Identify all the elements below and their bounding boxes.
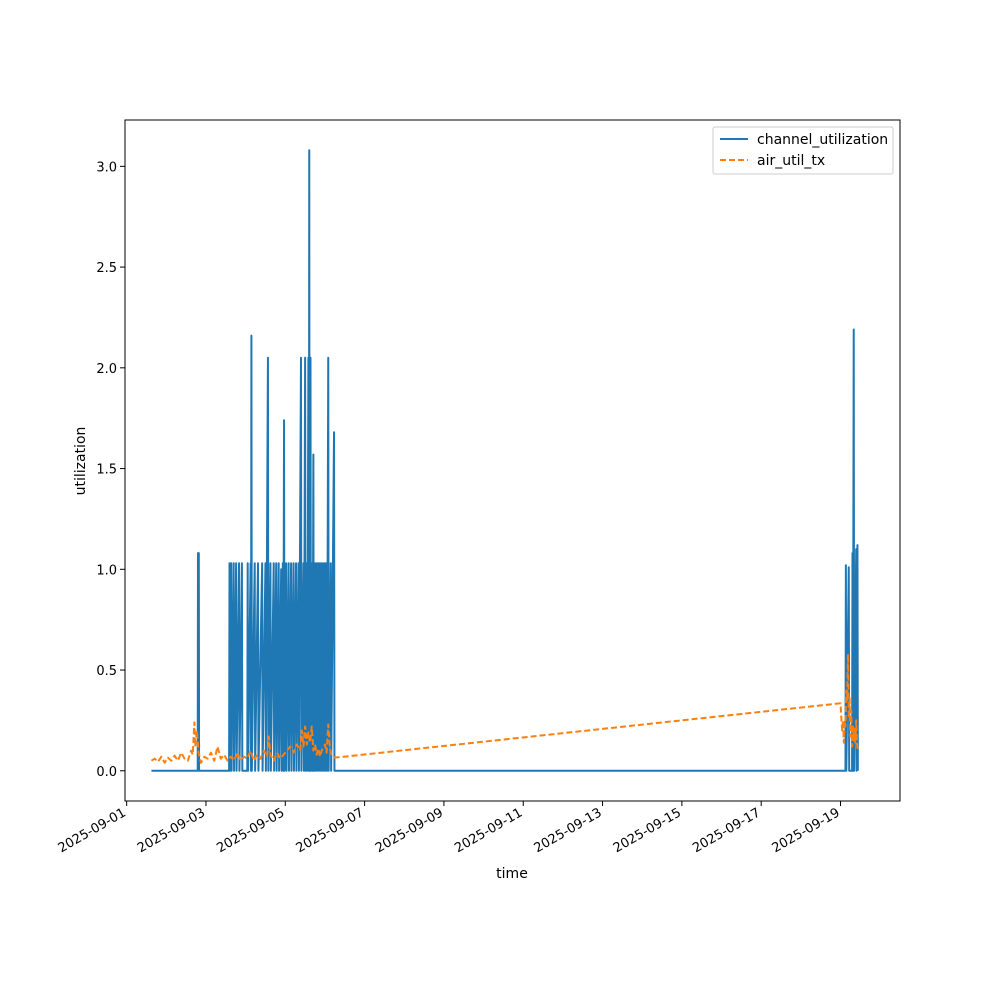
x-tick-label: 2025-09-11	[452, 805, 525, 856]
x-tick-label: 2025-09-19	[770, 805, 843, 856]
series-line-air-util-tx	[150, 652, 859, 764]
x-tick-label: 2025-09-03	[135, 805, 208, 856]
y-tick-label: 0.0	[96, 765, 117, 780]
legend-label-air-util-tx: air_util_tx	[757, 153, 825, 169]
legend: channel_utilization air_util_tx	[712, 126, 894, 175]
legend-box	[712, 126, 894, 175]
x-axis: 2025-09-01 2025-09-03 2025-09-05 2025-09-07…	[56, 801, 843, 856]
x-tick-label: 2025-09-13	[532, 805, 605, 856]
x-tick-label: 2025-09-15	[611, 805, 684, 856]
series-line-channel-utilization	[151, 149, 859, 772]
y-axis: 0.0 0.5 1.0 1.5 2.0 2.5 3.0	[96, 160, 125, 780]
x-axis-title: time	[496, 866, 528, 882]
y-tick-label: 1.5	[96, 463, 117, 478]
x-tick-label: 2025-09-09	[373, 805, 446, 856]
y-tick-label: 1.0	[96, 563, 117, 578]
y-tick-label: 2.5	[96, 261, 117, 276]
x-tick-label: 2025-09-17	[690, 805, 763, 856]
legend-label-channel-utilization: channel_utilization	[757, 132, 888, 148]
plot-area-frame	[124, 119, 901, 802]
x-tick-label: 2025-09-07	[294, 805, 367, 856]
y-axis-title: utilization	[73, 427, 89, 496]
series-layer	[150, 149, 859, 772]
y-tick-label: 2.0	[96, 362, 117, 377]
x-tick-label: 2025-09-01	[56, 805, 129, 856]
x-tick-label: 2025-09-05	[214, 805, 287, 856]
y-tick-label: 0.5	[96, 664, 117, 679]
y-tick-label: 3.0	[96, 160, 117, 175]
